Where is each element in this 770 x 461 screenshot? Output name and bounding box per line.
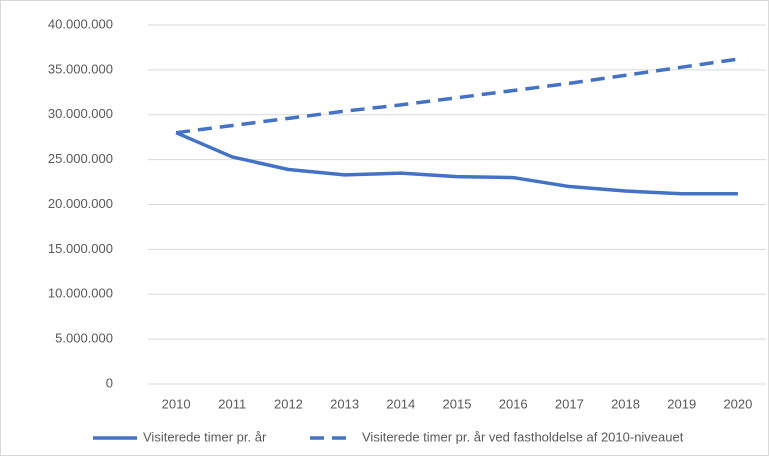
y-tick-label: 0	[106, 375, 113, 390]
series-line	[175, 57, 739, 135]
x-tick-label: 2016	[499, 396, 528, 411]
legend-label: Visiterede timer pr. år	[143, 429, 267, 444]
y-tick-label: 10.000.000	[48, 286, 113, 301]
x-tick-label: 2010	[162, 396, 191, 411]
x-tick-label: 2014	[386, 396, 415, 411]
y-tick-label: 20.000.000	[48, 196, 113, 211]
y-tick-label: 25.000.000	[48, 151, 113, 166]
x-tick-label: 2018	[611, 396, 640, 411]
x-tick-label: 2013	[330, 396, 359, 411]
legend-label: Visiterede timer pr. år ved fastholdelse…	[362, 429, 684, 444]
x-tick-label: 2015	[443, 396, 472, 411]
y-tick-label: 5.000.000	[55, 331, 113, 346]
x-tick-label: 2020	[723, 396, 752, 411]
y-tick-label: 15.000.000	[48, 241, 113, 256]
x-tick-label: 2017	[555, 396, 584, 411]
x-tick-label: 2011	[218, 396, 246, 411]
y-tick-label: 30.000.000	[48, 106, 113, 121]
y-tick-label: 40.000.000	[48, 16, 113, 31]
x-tick-label: 2019	[667, 396, 696, 411]
series-line	[175, 131, 738, 196]
x-tick-label: 2012	[274, 396, 303, 411]
y-tick-label: 35.000.000	[48, 61, 113, 76]
